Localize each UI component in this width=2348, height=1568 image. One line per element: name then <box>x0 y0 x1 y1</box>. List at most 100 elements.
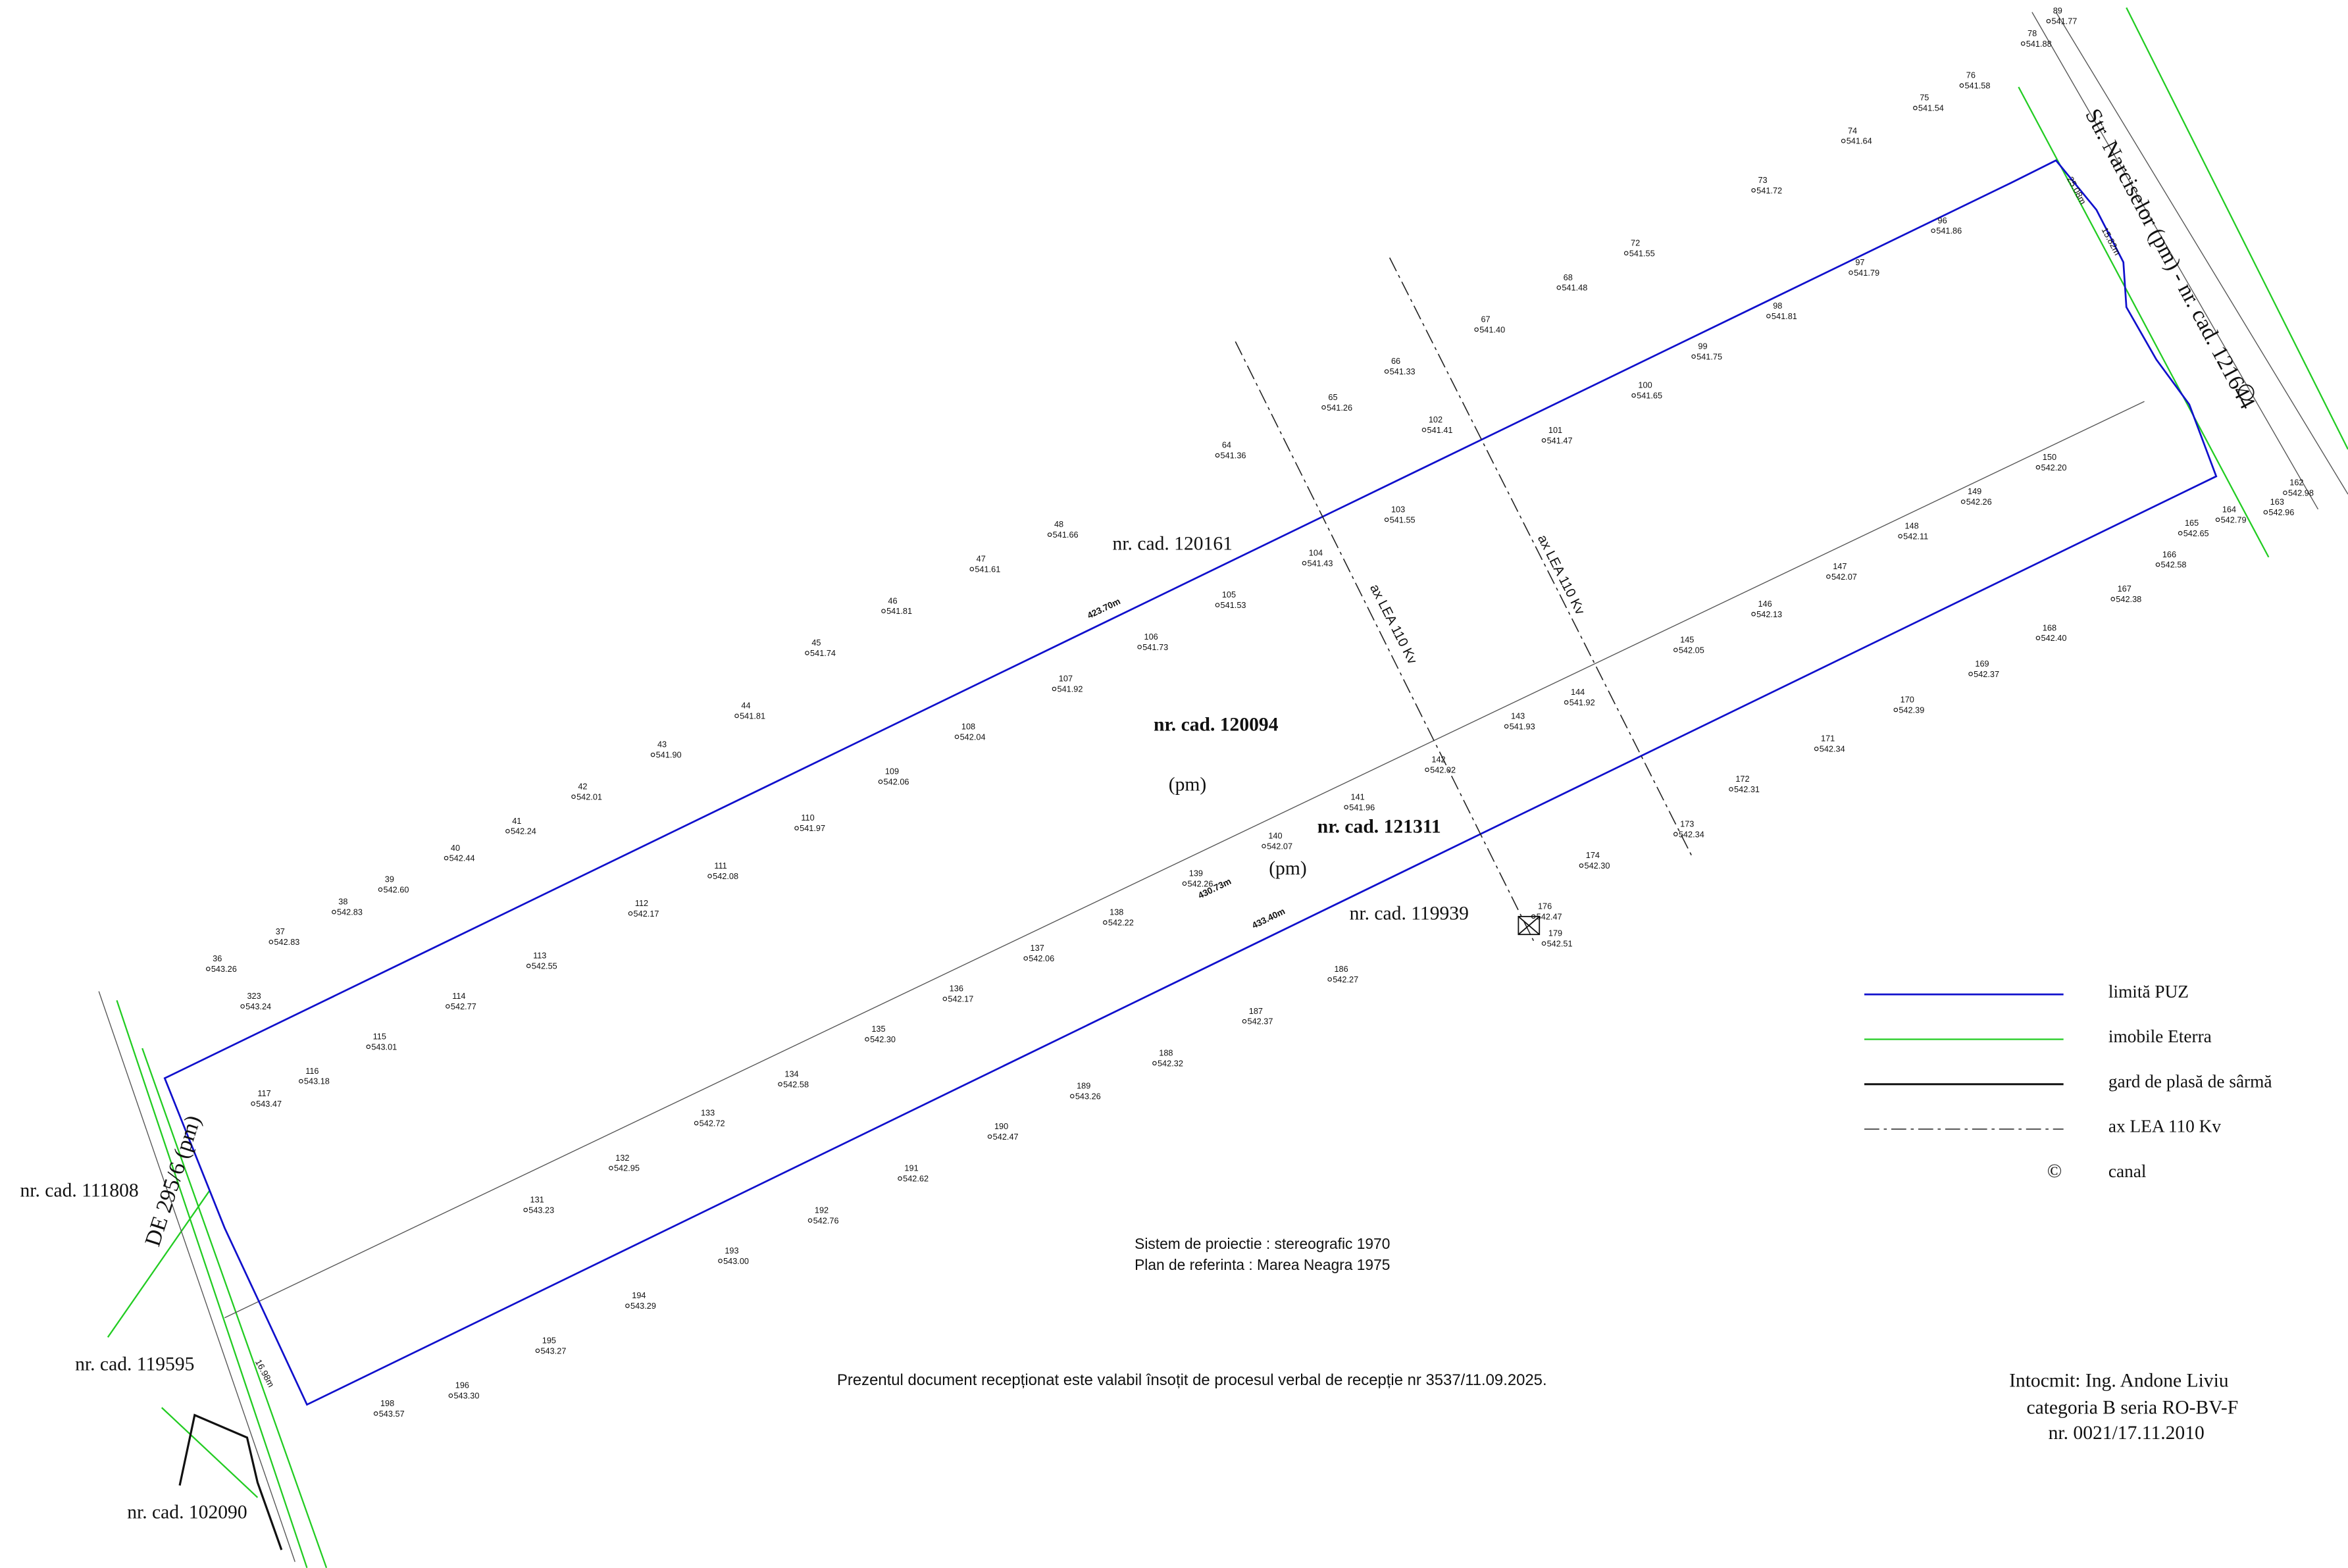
projection-note: Sistem de proiectie : stereografic 1970 <box>1135 1235 1390 1252</box>
point-id: 73 <box>1758 175 1767 185</box>
point-marker <box>240 1004 245 1009</box>
point-marker <box>2035 636 2041 640</box>
point-elevation: 542.98 <box>2288 488 2314 497</box>
author: nr. 0021/17.11.2010 <box>2049 1423 2205 1444</box>
point-elevation: 542.22 <box>1108 918 1134 928</box>
point-id: 149 <box>1968 486 1981 496</box>
point-id: 173 <box>1680 819 1694 828</box>
point-elevation: 542.05 <box>1679 645 1704 655</box>
point-elevation: 542.47 <box>1537 911 1562 921</box>
point-elevation: 542.58 <box>2161 560 2187 570</box>
point-id: 117 <box>257 1088 270 1098</box>
point-elevation: 543.26 <box>1075 1091 1101 1101</box>
point-id: 191 <box>904 1163 918 1173</box>
point-id: 111 <box>714 861 727 871</box>
point-id: 48 <box>1054 519 1063 529</box>
point-id: 195 <box>542 1335 556 1345</box>
point-marker <box>1751 188 1756 193</box>
point-marker <box>535 1348 540 1353</box>
point-elevation: 541.81 <box>1772 311 1797 321</box>
point-marker <box>778 1082 782 1087</box>
legend-label: imobile Eterra <box>2108 1026 2212 1046</box>
point-marker <box>1623 251 1629 256</box>
point-elevation: 542.95 <box>614 1163 640 1173</box>
point-marker <box>1729 787 1733 792</box>
point-id: 194 <box>632 1290 646 1300</box>
point-marker <box>1262 844 1266 849</box>
point-marker <box>2215 517 2220 522</box>
point-elevation: 542.07 <box>1831 572 1857 582</box>
point-id: 137 <box>1031 943 1044 953</box>
point-elevation: 542.58 <box>783 1079 809 1089</box>
point-marker <box>694 1121 699 1126</box>
point-elevation: 542.60 <box>384 884 409 894</box>
point-id: 176 <box>1538 901 1552 911</box>
author: Intocmit: Ing. Andone Liviu <box>2009 1370 2229 1391</box>
point-elevation: 542.37 <box>1974 669 1999 679</box>
point-id: 144 <box>1571 687 1585 697</box>
point-elevation: 541.40 <box>1479 324 1505 334</box>
point-id: 39 <box>385 874 394 884</box>
point-id: 98 <box>1773 301 1782 311</box>
point-marker <box>1504 724 1509 729</box>
point-marker <box>1913 105 1918 111</box>
point-marker <box>1673 647 1678 653</box>
point-elevation: 542.20 <box>2041 463 2067 472</box>
dimension: 433.40m <box>1250 906 1287 930</box>
point-elevation: 541.55 <box>1629 248 1655 258</box>
point-elevation: 541.33 <box>1390 367 1416 376</box>
point-elevation: 542.32 <box>1158 1058 1183 1068</box>
point-elevation: 542.34 <box>1679 829 1704 839</box>
point-id: 162 <box>2289 478 2303 488</box>
point-elevation: 541.72 <box>1756 186 1782 195</box>
parcel-label: nr. cad. 120161 <box>1113 533 1233 554</box>
point-id: 167 <box>2118 584 2131 594</box>
point-elevation: 542.30 <box>870 1034 896 1044</box>
point-marker <box>1968 671 1973 676</box>
point-elevation: 542.44 <box>449 853 475 863</box>
legend-label: gard de plasă de sârmă <box>2108 1071 2272 1091</box>
point-elevation: 542.62 <box>903 1174 929 1184</box>
point-marker <box>1215 453 1220 458</box>
point-marker <box>1960 499 1966 504</box>
point-marker <box>1242 1019 1247 1024</box>
legend-label: limită PUZ <box>2108 982 2189 1001</box>
point-marker <box>1474 327 1479 332</box>
point-elevation: 541.92 <box>1058 684 1083 694</box>
point-id: 134 <box>784 1069 798 1078</box>
point-marker <box>898 1176 902 1181</box>
point-elevation: 542.26 <box>1966 497 1992 507</box>
point-elevation: 541.58 <box>1964 81 1990 91</box>
parcel-label: nr. cad. 119595 <box>75 1353 194 1375</box>
point-id: 163 <box>2270 497 2284 507</box>
point-elevation: 541.41 <box>1427 425 1453 435</box>
point-elevation: 542.30 <box>1584 861 1610 871</box>
point-marker <box>1826 574 1831 579</box>
validity-note: Prezentul document recepționat este vala… <box>837 1371 1547 1389</box>
point-id: 168 <box>2043 622 2056 632</box>
point-elevation: 543.27 <box>540 1346 566 1355</box>
point-id: 43 <box>657 740 667 749</box>
point-elevation: 542.27 <box>1333 974 1358 984</box>
parcel-label: nr. cad. 111808 <box>20 1180 139 1201</box>
point-marker <box>1931 228 1935 233</box>
point-marker <box>1893 707 1899 713</box>
point-id: 115 <box>373 1031 386 1041</box>
point-id: 105 <box>1222 590 1236 599</box>
point-id: 104 <box>1309 547 1323 557</box>
point-marker <box>378 887 383 892</box>
point-elevation: 542.76 <box>813 1215 839 1225</box>
point-id: 45 <box>811 638 821 647</box>
point-elevation: 541.93 <box>1510 721 1535 731</box>
point-elevation: 541.97 <box>800 823 825 833</box>
point-marker <box>1182 881 1187 886</box>
point-id: 179 <box>1548 928 1562 938</box>
point-id: 109 <box>885 767 899 776</box>
point-elevation: 541.96 <box>1349 802 1375 812</box>
point-id: 100 <box>1638 380 1652 390</box>
point-id: 166 <box>2162 549 2176 559</box>
point-marker <box>1384 517 1389 522</box>
point-marker <box>1898 534 1902 539</box>
point-id: 107 <box>1059 674 1073 684</box>
point-marker <box>1556 285 1562 290</box>
